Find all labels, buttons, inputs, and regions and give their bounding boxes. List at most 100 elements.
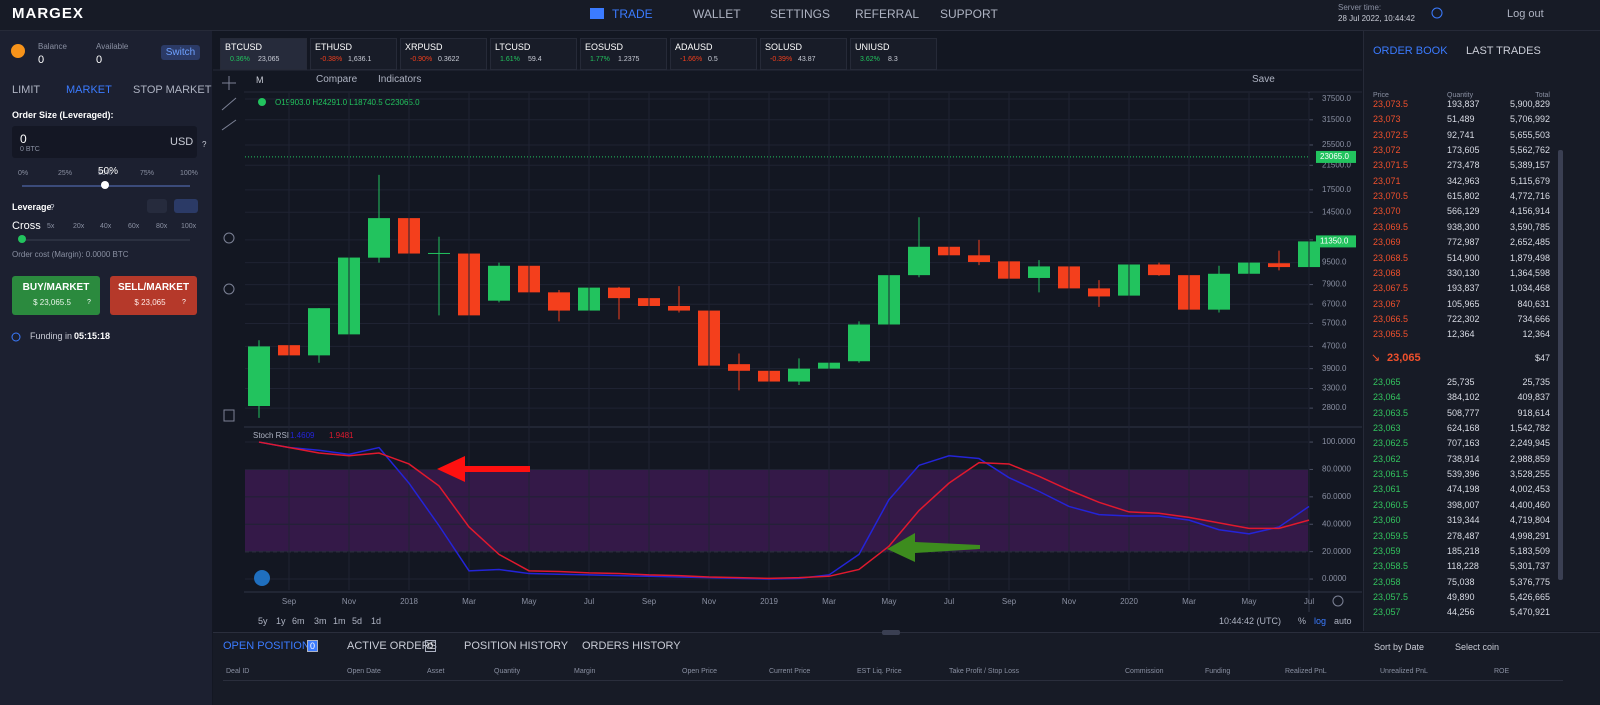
- ticker-change: -1.66%: [680, 56, 703, 63]
- positions-tab[interactable]: POSITION HISTORY: [464, 640, 569, 652]
- nav-item[interactable]: SUPPORT: [940, 7, 998, 21]
- book-total: 4,772,716: [1509, 191, 1550, 202]
- book-price: 23,059.5: [1373, 530, 1409, 541]
- range-button[interactable]: 1m: [333, 616, 346, 626]
- indicator-title: Stoch RSI: [253, 431, 289, 440]
- book-total: 5,655,503: [1509, 129, 1550, 140]
- candle-body: [1088, 288, 1110, 297]
- range-button[interactable]: 3m: [314, 616, 327, 626]
- y-tick-label: 4700.0: [1322, 342, 1347, 351]
- slider-mark: 0%: [18, 170, 29, 177]
- range-button[interactable]: 1d: [371, 616, 382, 626]
- candle-body: [428, 252, 450, 254]
- tool-icon: [223, 409, 235, 422]
- y-tick-label: 0.0000: [1322, 574, 1347, 583]
- range-button[interactable]: 1y: [276, 616, 286, 626]
- ticker-change: 1.77%: [590, 56, 610, 63]
- ticker[interactable]: [760, 38, 847, 70]
- brand: MARGEX: [12, 5, 84, 22]
- ohlc-legend: O19903.0 H24291.0 L18740.5 C23065.0: [275, 98, 420, 107]
- x-tick-label: Mar: [1182, 597, 1196, 606]
- header-rule: [223, 680, 1563, 681]
- ticker-change: -0.38%: [320, 56, 343, 63]
- book-quantity: 615,802: [1447, 191, 1480, 202]
- sort-select[interactable]: Sort by Date: [1374, 642, 1425, 652]
- ticker[interactable]: [670, 38, 757, 70]
- nav-item[interactable]: TRADE: [612, 7, 653, 21]
- range-button[interactable]: 5y: [258, 616, 268, 626]
- book-total: 5,389,157: [1509, 160, 1550, 171]
- column-header: EST Liq. Price: [857, 668, 902, 675]
- book-quantity: 193,837: [1447, 283, 1480, 294]
- y-tick-label: 25500.0: [1322, 140, 1351, 149]
- book-quantity: 330,130: [1447, 267, 1480, 278]
- ticker-price: 1,636.1: [348, 56, 372, 63]
- settings-icon: [1332, 595, 1344, 607]
- ticker[interactable]: [310, 38, 397, 70]
- resize-handle[interactable]: [882, 630, 900, 635]
- candle-body: [548, 292, 570, 311]
- book-tab[interactable]: ORDER BOOK: [1373, 45, 1448, 57]
- ticker[interactable]: [580, 38, 667, 70]
- leverage-knob[interactable]: [18, 235, 26, 243]
- size-input[interactable]: [12, 126, 197, 158]
- slider-knob[interactable]: [101, 181, 109, 189]
- buy-button[interactable]: [12, 276, 100, 315]
- compare[interactable]: Compare: [316, 74, 358, 85]
- book-price: 23,071: [1373, 175, 1401, 186]
- bitcoin-icon: [11, 44, 25, 58]
- positions-tab[interactable]: OPEN POSITIONS: [223, 640, 318, 652]
- indicator-value: 1.9481: [329, 431, 354, 440]
- sell-button[interactable]: [110, 276, 197, 315]
- book-total: 25,735: [1522, 377, 1550, 387]
- ticker[interactable]: [850, 38, 937, 70]
- column-header: Realized PnL: [1285, 668, 1327, 675]
- book-total: 5,470,921: [1509, 607, 1550, 618]
- x-tick-label: Jul: [584, 597, 594, 606]
- ticker[interactable]: [490, 38, 577, 70]
- percent-toggle[interactable]: %: [1298, 616, 1307, 626]
- scrollbar: [1558, 150, 1563, 580]
- order-tab[interactable]: LIMIT: [12, 84, 41, 96]
- order-tab[interactable]: STOP MARKET: [133, 84, 212, 96]
- column-header: Unrealized PnL: [1380, 668, 1428, 675]
- indicators[interactable]: Indicators: [378, 74, 422, 85]
- column-header: Commission: [1125, 668, 1164, 675]
- order-tab[interactable]: MARKET: [66, 84, 112, 96]
- log-toggle[interactable]: log: [1314, 616, 1327, 626]
- book-price: 23,069.5: [1373, 221, 1409, 232]
- ticker[interactable]: [220, 38, 307, 70]
- y-tick-label: 31500.0: [1322, 115, 1351, 124]
- size-label: Order Size (Leveraged):: [12, 110, 114, 120]
- coin-select[interactable]: Select coin: [1455, 642, 1500, 652]
- price-tag-label: 11350.0: [1320, 237, 1349, 246]
- range-button[interactable]: 5d: [352, 616, 363, 626]
- auto-toggle[interactable]: auto: [1334, 616, 1352, 626]
- book-total: 4,998,291: [1509, 530, 1550, 541]
- x-tick-label: Jul: [1304, 597, 1314, 606]
- leverage-mode-button[interactable]: [174, 199, 198, 213]
- nav-item[interactable]: SETTINGS: [770, 7, 831, 21]
- nav-item[interactable]: REFERRAL: [855, 7, 920, 21]
- leverage-label: Leverage: [12, 202, 52, 212]
- column-header: Open Date: [347, 668, 381, 675]
- range-button[interactable]: 6m: [292, 616, 305, 626]
- positions-tab[interactable]: ORDERS HISTORY: [582, 640, 681, 652]
- ticker[interactable]: [400, 38, 487, 70]
- interval[interactable]: M: [256, 75, 264, 85]
- nav-item[interactable]: WALLET: [693, 7, 741, 21]
- leverage-mode-button[interactable]: [147, 199, 167, 213]
- positions-tab[interactable]: ACTIVE ORDERS: [347, 640, 437, 652]
- x-tick-label: Sep: [1002, 597, 1017, 606]
- columns-price: Price: [1373, 92, 1389, 99]
- logout[interactable]: Log out: [1507, 8, 1544, 20]
- ticker-symbol: XRPUSD: [405, 42, 443, 52]
- series-line: [258, 441, 1310, 580]
- help: ?: [50, 203, 55, 212]
- save[interactable]: Save: [1252, 74, 1275, 85]
- switch-button[interactable]: Switch: [161, 45, 200, 60]
- y-tick-label: 5700.0: [1322, 319, 1347, 328]
- book-tab[interactable]: LAST TRADES: [1466, 45, 1541, 57]
